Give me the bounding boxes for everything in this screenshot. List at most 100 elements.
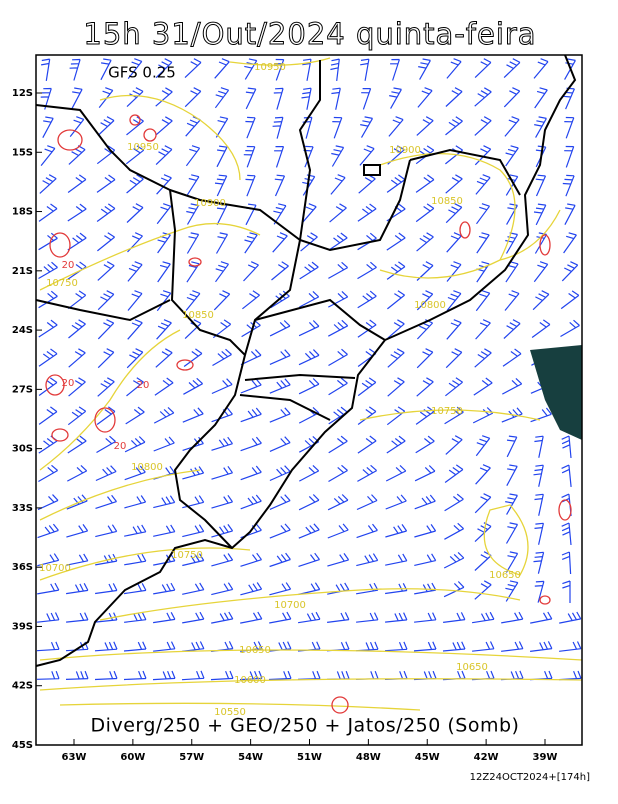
wind-barb — [153, 524, 176, 537]
contour-label: 10850 — [431, 196, 463, 207]
wind-barb — [385, 464, 407, 482]
wind-barb — [561, 435, 572, 459]
wind-barb — [505, 522, 519, 544]
wind-barb — [562, 87, 575, 110]
wind-barb — [153, 495, 176, 509]
lat-label: 33S — [12, 503, 33, 514]
wind-barb — [562, 580, 571, 603]
wind-barb — [534, 87, 548, 109]
wind-barb — [182, 553, 205, 567]
wind-barb — [445, 87, 463, 107]
wind-barb — [473, 377, 493, 396]
wind-barb — [564, 116, 575, 139]
wind-barb — [416, 232, 434, 252]
wind-barb — [124, 553, 147, 566]
wind-barb — [415, 203, 435, 223]
wind-barb — [442, 641, 466, 652]
wind-barb — [531, 319, 551, 338]
wind-barb — [212, 348, 232, 367]
wind-barb — [38, 348, 58, 367]
wind-barb — [155, 348, 173, 368]
wind-barb — [328, 290, 349, 308]
wind-barb — [269, 465, 291, 482]
lat-label: 30S — [12, 444, 33, 455]
wind-barb — [185, 145, 201, 167]
wind-barb — [476, 261, 490, 283]
wind-barb — [446, 290, 462, 311]
contour-label: 10900 — [194, 198, 226, 209]
wind-barb — [476, 232, 490, 254]
lon-label: 57W — [179, 752, 204, 763]
wind-barb — [386, 261, 406, 280]
wind-barb — [443, 612, 466, 623]
wind-barb — [214, 58, 230, 79]
wind-barb — [38, 377, 58, 396]
title: 15h 31/Out/2024 quinta-feira — [83, 17, 536, 51]
contour-label: 20 — [62, 260, 75, 271]
lon-label: 48W — [356, 752, 381, 763]
wind-barb — [475, 464, 491, 485]
contour-label: 10550 — [214, 707, 246, 718]
wind-barb — [301, 203, 317, 224]
wind-barb — [530, 407, 552, 423]
wind-barb — [216, 145, 228, 168]
wind-barb — [153, 641, 176, 652]
wind-barb — [534, 522, 544, 545]
wind-barb — [356, 612, 379, 623]
wind-barb — [561, 551, 572, 575]
wind-barb — [357, 464, 377, 482]
wind-barb — [37, 612, 60, 623]
wind-barb — [211, 524, 234, 538]
wind-barb — [443, 581, 465, 598]
wind-barb — [127, 261, 143, 282]
wind-barb — [269, 552, 291, 568]
wind-barb — [240, 552, 262, 567]
wind-barb — [535, 174, 547, 197]
wind-barb — [157, 261, 171, 283]
wind-barb — [36, 641, 60, 652]
wind-barb — [501, 407, 523, 423]
wind-barb — [66, 524, 89, 538]
wind-barb — [211, 465, 233, 480]
wind-barb — [299, 261, 319, 280]
wind-barb — [534, 493, 544, 516]
contour-label: 10900 — [389, 145, 421, 156]
wind-barb — [127, 290, 143, 311]
wind-barb — [505, 551, 519, 573]
wind-barb — [328, 406, 348, 425]
geopotential-contours — [39, 57, 583, 711]
wind-barb — [355, 641, 379, 652]
wind-barb — [298, 494, 320, 511]
wind-barb — [65, 670, 89, 680]
contour-label: 10700 — [274, 600, 306, 611]
wind-barb — [240, 494, 262, 510]
wind-barb — [66, 553, 89, 566]
wind-barb — [446, 58, 462, 79]
wind-barb — [299, 290, 320, 308]
contour-label: 10750 — [46, 278, 78, 289]
wind-barb — [474, 348, 492, 368]
wind-barb — [155, 87, 173, 107]
wind-barb — [475, 290, 491, 312]
wind-barb — [244, 232, 258, 254]
wind-barb — [356, 494, 378, 511]
wind-barb — [124, 495, 147, 509]
wind-barb — [37, 523, 59, 539]
lat-label: 39S — [12, 621, 33, 632]
lat-label: 18S — [12, 207, 33, 218]
wind-barb — [416, 116, 434, 136]
wind-barb — [154, 377, 174, 396]
wind-barb — [559, 611, 582, 624]
wind-barb — [414, 524, 437, 538]
wind-barb — [328, 435, 348, 454]
wind-barb — [559, 641, 582, 652]
wind-barb — [182, 641, 205, 652]
lat-label: 42S — [12, 681, 33, 692]
axis-ticks: 12S 15S 18S 21S 24S 27S 30S 33S 36S 39S 42S 45S 63W 6… — [12, 88, 558, 763]
wind-barb — [475, 174, 491, 195]
wind-barb — [97, 319, 115, 340]
wind-barb — [153, 612, 176, 624]
wind-barb — [474, 493, 492, 514]
contour-label: 10650 — [239, 645, 271, 656]
